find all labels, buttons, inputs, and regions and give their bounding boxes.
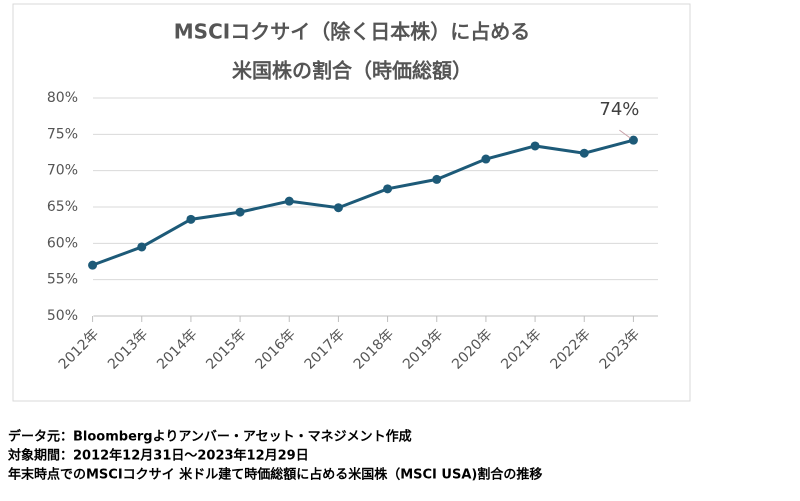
point [579,148,589,158]
point [481,154,491,164]
point [137,242,147,252]
y-tick-label: 80% [47,90,78,106]
point [186,214,196,224]
y-tick-label: 60% [47,235,78,251]
y-tick-label: 75% [47,126,78,142]
point [333,203,343,213]
point [235,207,245,217]
point [383,184,393,194]
point [88,260,98,270]
point [628,135,638,145]
leader-line [619,129,631,139]
y-tick-label: 70% [47,163,78,179]
point [432,174,442,184]
y-tick-label: 55% [47,272,78,288]
note: 年末時点でのMSCIコクサイ 米ドル建て時価総額に占める米国株（MSCI USA… [8,467,542,483]
note: 対象期間：2012年12月31日～2023年12月29日 [7,448,309,464]
data-label: 74% [599,99,639,120]
y-tick-label: 50% [47,308,78,324]
chart-title: MSCIコクサイ（除く日本株）に占める [174,20,530,44]
point [284,196,294,206]
line [92,138,634,267]
point [530,141,540,151]
note: データ元：Bloombergよりアンバー・アセット・マネジメント作成 [8,429,412,445]
y-tick-label: 65% [47,199,78,215]
chart-title: 米国株の割合（時価総額） [232,59,472,83]
